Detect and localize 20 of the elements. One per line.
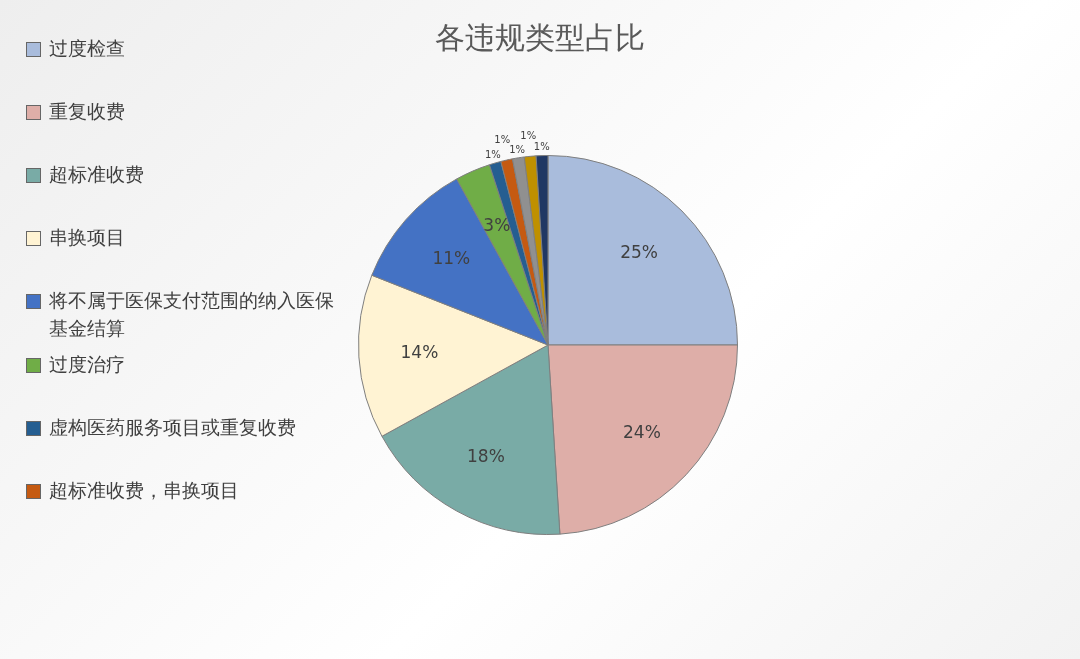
legend-label: 将不属于医保支付范围的纳入医保基金结算 bbox=[49, 288, 335, 341]
legend-label: 超标准收费 bbox=[49, 162, 144, 187]
legend-label: 过度检查 bbox=[49, 36, 125, 61]
chart-title: 各违规类型占比 bbox=[434, 19, 646, 57]
data-label: 1% bbox=[509, 143, 526, 155]
data-label: 25% bbox=[620, 242, 659, 263]
legend-label: 过度治疗 bbox=[49, 352, 125, 377]
legend-label: 虚构医药服务项目或重复收费 bbox=[49, 415, 296, 440]
data-label: 24% bbox=[623, 421, 661, 442]
data-label: 1% bbox=[520, 130, 537, 142]
data-label: 18% bbox=[467, 446, 505, 467]
legend-label: 超标准收费，串换项目 bbox=[49, 478, 239, 503]
data-label: 1% bbox=[494, 134, 511, 146]
data-label: 14% bbox=[400, 341, 439, 362]
legend-label: 串换项目 bbox=[49, 225, 125, 250]
data-label: 3% bbox=[483, 215, 511, 236]
data-label: 1% bbox=[484, 148, 501, 160]
data-label: 11% bbox=[432, 248, 471, 269]
data-label: 1% bbox=[533, 141, 550, 153]
legend-label: 重复收费 bbox=[49, 99, 125, 124]
